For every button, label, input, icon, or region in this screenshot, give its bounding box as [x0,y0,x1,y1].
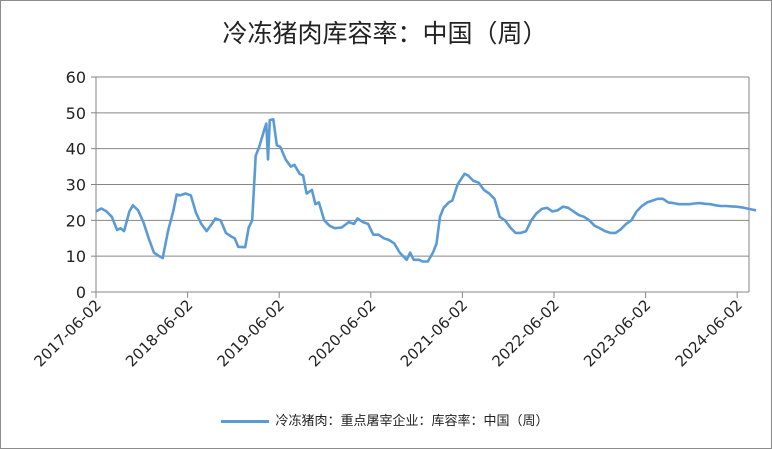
x-tick-label: 2020-06-02 [305,296,379,370]
y-tick-label: 50 [66,104,86,123]
x-tick-label: 2023-06-02 [580,296,654,370]
y-tick-label: 20 [66,211,86,230]
x-tick-label: 2019-06-02 [214,296,288,370]
x-tick-label: 2024-06-02 [672,296,746,370]
x-tick-label: 2017-06-02 [30,296,104,370]
x-axis-ticks: 2017-06-02 2018-06-02 2019-06-02 2020-06-02… [30,292,746,370]
gridlines [96,76,749,293]
series-line [95,118,757,263]
y-tick-label: 40 [66,140,86,159]
y-tick-label: 10 [66,247,86,266]
legend-swatch [221,420,270,423]
chart-title: 冷冻猪肉库容率：中国（周） [222,19,548,48]
y-axis-ticks: 0 10 20 30 40 50 60 [66,68,96,302]
legend: 冷冻猪肉：重点屠宰企业：库容率：中国（周） [0,410,770,429]
y-tick-label: 60 [66,68,86,87]
x-tick-label: 2018-06-02 [122,296,196,370]
x-tick-label: 2022-06-02 [488,296,562,370]
y-tick-label: 30 [66,176,86,195]
series-layer [95,118,757,263]
x-tick-label: 2021-06-02 [397,296,471,370]
legend-label: 冷冻猪肉：重点屠宰企业：库容率：中国（周） [275,414,549,429]
y-tick-label: 0 [76,283,86,302]
